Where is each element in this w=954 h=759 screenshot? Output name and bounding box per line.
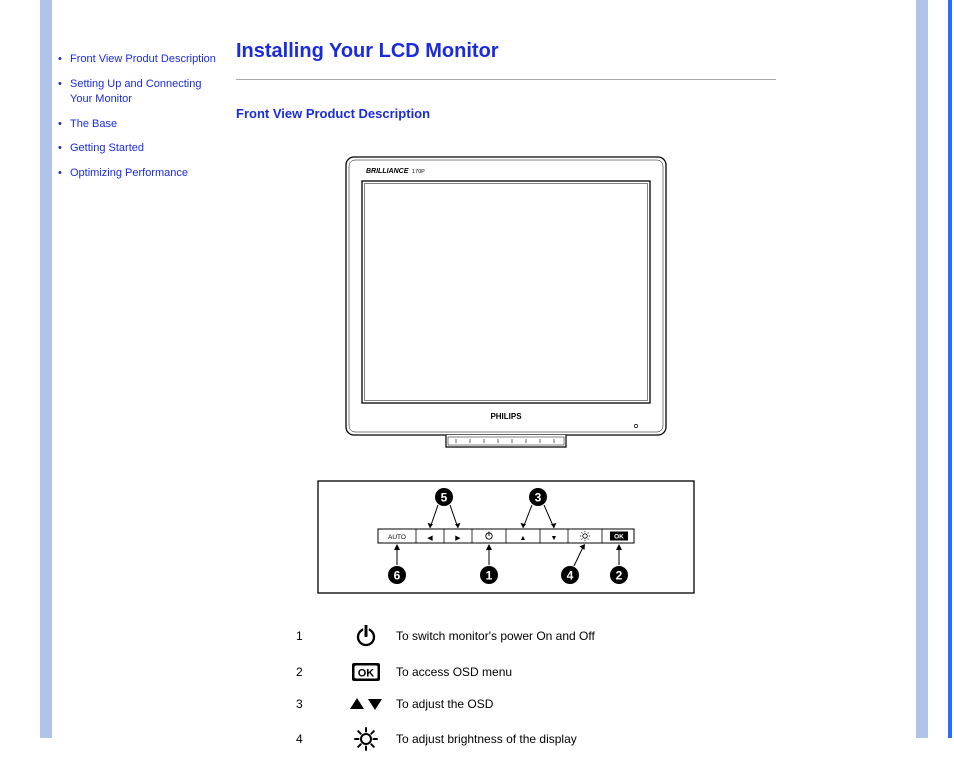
sidebar-item-optimizing[interactable]: Optimizing Performance — [58, 166, 216, 181]
monitor-brand-top: BRILLIANCE — [366, 168, 409, 175]
legend-row: 4 — [296, 719, 716, 759]
figure-wrap: BRILLIANCE 170P PHILIPS — [236, 151, 776, 759]
svg-text:OK: OK — [614, 534, 624, 541]
monitor-illustration: BRILLIANCE 170P PHILIPS — [336, 151, 676, 451]
svg-text:2: 2 — [616, 569, 623, 583]
title-rule — [236, 79, 776, 80]
sidebar-item-front-view[interactable]: Front View Produt Description — [58, 52, 216, 67]
brightness-icon — [336, 726, 396, 752]
sidebar-item-setting-up[interactable]: Setting Up and Connecting Your Monitor — [58, 77, 216, 107]
page-title: Installing Your LCD Monitor — [236, 40, 896, 63]
panel-btn-left: ◀ — [427, 535, 433, 542]
svg-text:6: 6 — [394, 569, 401, 583]
svg-text:1: 1 — [486, 569, 493, 583]
legend-desc: To access OSD menu — [396, 665, 716, 679]
sidebar-nav: Front View Produt Description Setting Up… — [58, 52, 216, 191]
sidebar-item-getting-started[interactable]: Getting Started — [58, 141, 216, 156]
panel-btn-right: ▶ — [455, 535, 461, 542]
panel-btn-auto: AUTO — [388, 534, 406, 541]
legend-row: 3 To adjust the OSD — [296, 689, 716, 719]
section-title: Front View Product Description — [236, 106, 896, 121]
legend-num: 2 — [296, 665, 336, 679]
legend-desc: To adjust brightness of the display — [396, 732, 716, 746]
left-stripe — [40, 0, 52, 738]
legend-desc: To switch monitor's power On and Off — [396, 629, 716, 643]
up-down-icon — [336, 696, 396, 712]
content-area: Installing Your LCD Monitor Front View P… — [236, 40, 896, 759]
right-stripe — [916, 0, 928, 738]
panel-btn-up: ▲ — [520, 535, 527, 542]
svg-text:OK: OK — [358, 668, 375, 680]
sidebar-link[interactable]: Setting Up and Connecting Your Monitor — [70, 78, 201, 105]
legend-num: 1 — [296, 629, 336, 643]
legend-num: 3 — [296, 697, 336, 711]
legend-desc: To adjust the OSD — [396, 697, 716, 711]
power-icon — [336, 624, 396, 648]
sidebar-link[interactable]: Optimizing Performance — [70, 167, 188, 179]
sidebar-link[interactable]: The Base — [70, 118, 117, 130]
panel-btn-down: ▼ — [551, 535, 558, 542]
right-edge — [948, 0, 952, 738]
sidebar-link[interactable]: Front View Produt Description — [70, 53, 216, 65]
monitor-brand-bottom: PHILIPS — [490, 412, 522, 421]
ok-icon: OK — [336, 662, 396, 682]
monitor-model: 170P — [412, 169, 425, 175]
legend-row: 2 OK To access OSD menu — [296, 655, 716, 689]
sidebar-link[interactable]: Getting Started — [70, 142, 144, 154]
svg-text:4: 4 — [567, 569, 574, 583]
sidebar-item-the-base[interactable]: The Base — [58, 117, 216, 132]
legend-num: 4 — [296, 732, 336, 746]
legend-row: 1 To switch monitor's power On and Off — [296, 617, 716, 655]
svg-text:3: 3 — [535, 491, 542, 505]
svg-text:5: 5 — [441, 491, 448, 505]
control-panel-illustration: AUTO ◀ ▶ ▲ ▼ — [316, 479, 696, 595]
